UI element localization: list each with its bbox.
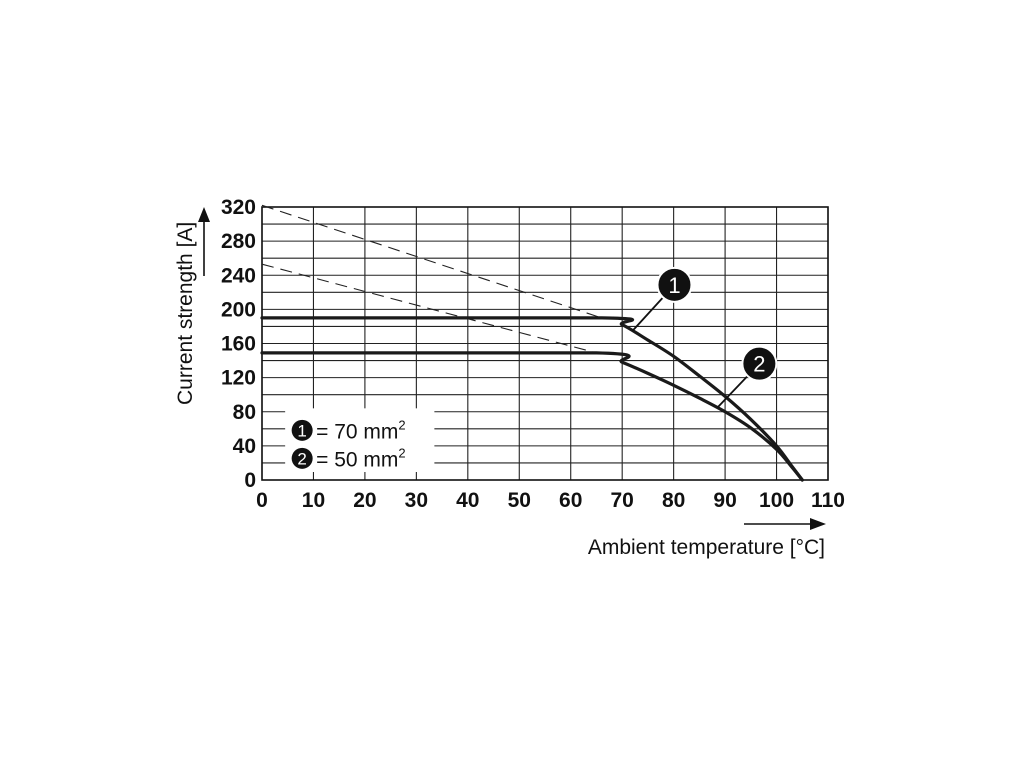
x-tick-label: 0 [256,489,268,512]
x-tick-label: 110 [811,489,845,512]
y-tick-label: 0 [244,469,256,492]
y-tick-label: 240 [221,264,256,287]
x-tick-label: 60 [559,489,582,512]
x-tick-label: 70 [611,489,634,512]
plot-frame [261,206,829,481]
x-tick-label: 10 [302,489,325,512]
x-tick-label: 100 [759,489,794,512]
callouts: 12 [631,266,778,409]
callout-label-1: 1 [668,273,680,298]
reference-lines [261,204,602,354]
x-axis-arrow-head [810,518,826,530]
legend-superscript-2: 2 [398,445,405,460]
legend-text-1: = 70 mm2 [316,417,406,443]
legend-badge-2 [291,447,313,469]
y-tick-label: 280 [221,230,256,253]
legend-badge-label-2: 2 [297,449,306,468]
grid [261,206,829,481]
axis-arrows [198,207,826,530]
y-tick-label: 320 [221,196,256,219]
axis-titles: Current strength [A] Ambient temperature… [174,222,825,559]
x-tick-label: 90 [713,489,736,512]
x-tick-label: 50 [508,489,531,512]
series-line-2 [260,351,804,482]
y-axis-arrow-head [198,207,210,222]
y-tick-label: 120 [221,367,256,390]
y-tick-label: 200 [221,298,256,321]
x-tick-label: 80 [662,489,685,512]
callout-label-2: 2 [753,352,765,377]
callout-badge-1 [656,266,693,303]
series-lines [260,316,804,482]
x-tick-label: 30 [405,489,428,512]
reference-line-1 [261,204,602,319]
legend-text-2: = 50 mm2 [316,445,406,471]
legend-superscript-1: 2 [398,417,405,432]
tick-labels: 0 10 20 30 40 50 60 70 80 90 100 110 0 40 80 120 160 200 2… [221,196,845,512]
legend-badge-1 [291,419,313,441]
y-tick-label: 40 [233,435,256,458]
callout-badge-2 [741,345,778,382]
x-tick-label: 40 [456,489,479,512]
y-tick-label: 80 [233,401,256,424]
y-axis-title: Current strength [A] [174,222,197,405]
x-tick-label: 20 [353,489,376,512]
x-axis-title: Ambient temperature [°C] [588,536,825,559]
legend-badge-label-1: 1 [297,421,306,440]
y-tick-label: 160 [221,333,256,356]
reference-line-2 [261,263,597,354]
